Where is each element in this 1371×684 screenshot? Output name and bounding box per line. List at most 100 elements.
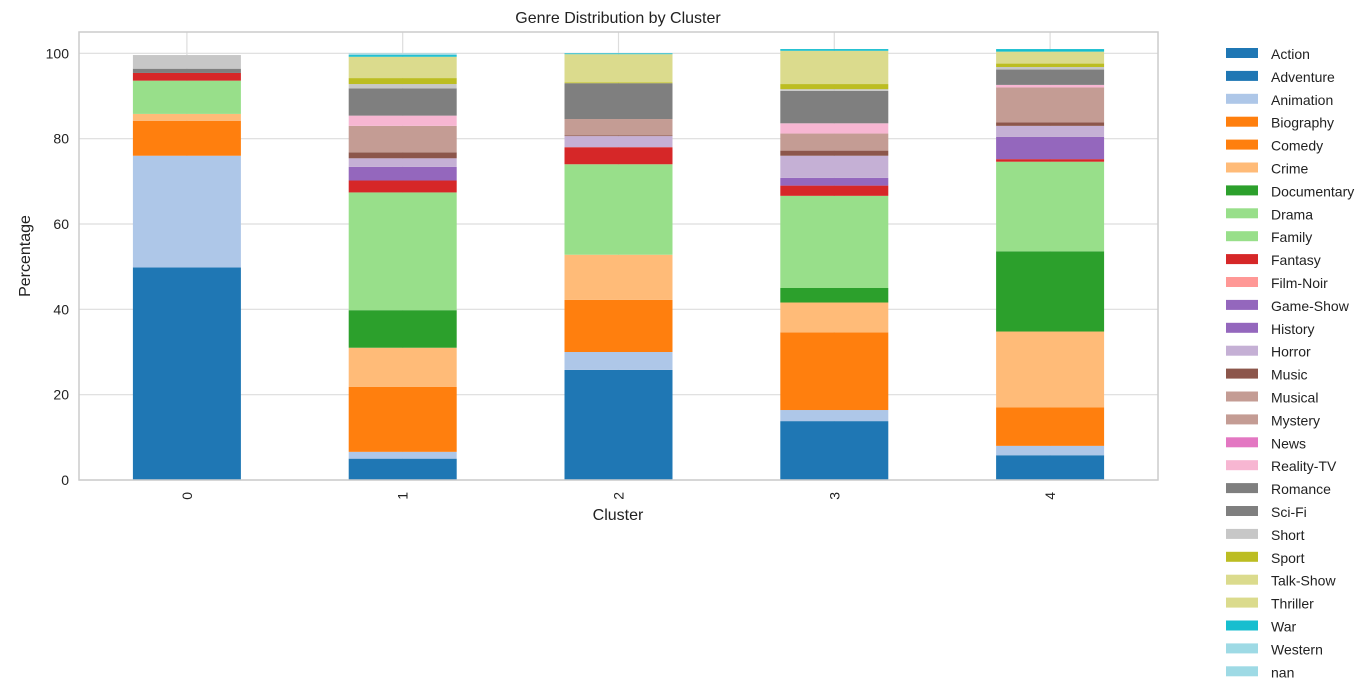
bar-segment-documentary-cluster-1 (348, 310, 457, 348)
y-axis-label: Percentage (17, 215, 34, 297)
bar-segment-crime-cluster-2 (564, 254, 673, 300)
y-tick-label: 80 (53, 131, 69, 147)
bar-segment-crime-cluster-0 (132, 113, 241, 121)
bar-segment-animation-cluster-0 (132, 155, 241, 268)
bar-segment-fantasy-cluster-0 (132, 72, 241, 81)
legend-swatch-action (1226, 48, 1258, 58)
legend-label-short: Short (1271, 527, 1305, 543)
legend-swatch-talk-show (1226, 574, 1258, 585)
legend-label-biography: Biography (1271, 115, 1334, 131)
legend-swatch-romance (1226, 483, 1258, 494)
bar-segment-comedy-cluster-4 (996, 407, 1105, 446)
legend-label-horror: Horror (1271, 344, 1311, 360)
bar-segment-comedy-cluster-0 (132, 120, 241, 156)
legend-swatch-war (1226, 620, 1258, 631)
legend-swatch-western (1226, 643, 1258, 654)
x-tick-label: 2 (611, 492, 627, 500)
bar-segment-fantasy-cluster-2 (564, 147, 673, 165)
bar-segment-short-cluster-4 (996, 66, 1105, 70)
bar-segment-reality-tv-cluster-4 (996, 84, 1105, 88)
bar-segment-war-cluster-4 (996, 49, 1105, 52)
plot-frame (78, 31, 1159, 481)
legend-label-sport: Sport (1271, 550, 1305, 566)
bar-segment-horror-cluster-3 (780, 155, 889, 178)
legend-label-film-noir: Film-Noir (1271, 275, 1328, 291)
bar-segment-reality-tv-cluster-1 (348, 115, 457, 126)
bar-segment-thriller-cluster-2 (564, 54, 673, 83)
bar-segment-sport-cluster-1 (348, 78, 457, 85)
bar-segment-western-cluster-1 (348, 53, 457, 56)
legend-label-reality-tv: Reality-TV (1271, 458, 1337, 474)
legend-label-talk-show: Talk-Show (1271, 573, 1336, 589)
legend-label-war: War (1271, 619, 1296, 635)
bar-segment-thriller-cluster-4 (996, 51, 1105, 64)
bar-segment-horror-cluster-2 (564, 136, 673, 148)
legend-label-animation: Animation (1271, 92, 1333, 108)
legend-label-musical: Musical (1271, 390, 1318, 406)
legend-swatch-film-noir (1226, 277, 1258, 287)
bar-segment-horror-cluster-1 (348, 158, 457, 167)
bar-segment-drama-cluster-3 (780, 195, 889, 288)
bar-segment-comedy-cluster-3 (780, 332, 889, 411)
legend-label-music: Music (1271, 367, 1308, 383)
y-tick-label: 20 (53, 387, 69, 403)
legend-swatch-documentary (1226, 185, 1258, 196)
bar-segment-music-cluster-4 (996, 122, 1105, 126)
legend-label-crime: Crime (1271, 161, 1309, 177)
bar-segment-crime-cluster-4 (996, 331, 1105, 408)
x-tick-label: 4 (1042, 492, 1058, 500)
bar-segment-short-cluster-1 (348, 84, 457, 89)
bar-segment-war-cluster-2 (564, 53, 673, 55)
bar-segment-music-cluster-1 (348, 152, 457, 159)
legend-swatch-nan (1226, 666, 1258, 677)
bar-segment-animation-cluster-4 (996, 445, 1105, 456)
legend-label-history: History (1271, 321, 1315, 337)
legend-label-mystery: Mystery (1271, 412, 1320, 428)
bar-segment-sci-fi-cluster-0 (132, 68, 241, 73)
legend-label-sci-fi: Sci-Fi (1271, 504, 1307, 520)
legend-label-documentary: Documentary (1271, 183, 1354, 199)
bar-segment-comedy-cluster-1 (348, 386, 457, 452)
legend-label-romance: Romance (1271, 481, 1331, 497)
bar-segment-documentary-cluster-3 (780, 288, 889, 303)
bar-segment-action-cluster-3 (780, 421, 889, 480)
x-axis-label: Cluster (593, 507, 644, 524)
legend-swatch-thriller (1226, 597, 1258, 608)
bar-segment-crime-cluster-1 (348, 347, 457, 387)
bar-segment-mystery-cluster-3 (780, 133, 889, 151)
y-tick-label: 60 (53, 216, 69, 232)
legend-swatch-reality-tv (1226, 460, 1258, 471)
bar-segment-fantasy-cluster-1 (348, 180, 457, 193)
x-tick-label: 0 (179, 492, 195, 500)
legend-swatch-crime (1226, 162, 1258, 173)
bar-segment-fantasy-cluster-4 (996, 159, 1105, 162)
legend-swatch-musical (1226, 391, 1258, 402)
bar-segment-history-cluster-3 (780, 177, 889, 186)
bar-segment-drama-cluster-1 (348, 192, 457, 311)
legend-swatch-mystery (1226, 414, 1258, 425)
bar-segment-sport-cluster-4 (996, 63, 1105, 67)
legend-label-game-show: Game-Show (1271, 298, 1350, 314)
legend-label-thriller: Thriller (1271, 596, 1314, 612)
bar-segment-drama-cluster-2 (564, 164, 673, 255)
x-tick-labels: 0 1 2 3 4 (179, 492, 1058, 500)
y-tick-labels: 0 20 40 60 80 100 (46, 45, 70, 488)
legend-swatch-fantasy (1226, 254, 1258, 265)
bar-segment-mystery-cluster-4 (996, 87, 1105, 123)
bar-segment-sport-cluster-3 (780, 84, 889, 90)
legend-swatch-history (1226, 322, 1258, 333)
legend-label-drama: Drama (1271, 206, 1313, 222)
bar-segment-action-cluster-4 (996, 455, 1105, 480)
bar-segment-short-cluster-0 (132, 55, 241, 69)
bar-segment-animation-cluster-2 (564, 352, 673, 370)
legend-swatch-short (1226, 528, 1258, 539)
bar-segment-action-cluster-2 (564, 369, 673, 480)
bar-segment-music-cluster-3 (780, 150, 889, 156)
bar-segment-action-cluster-0 (132, 267, 241, 480)
y-tick-label: 100 (46, 45, 70, 61)
bars-layer (132, 49, 1105, 480)
bar-segment-action-cluster-1 (348, 458, 457, 480)
bar-segment-comedy-cluster-2 (564, 299, 673, 352)
